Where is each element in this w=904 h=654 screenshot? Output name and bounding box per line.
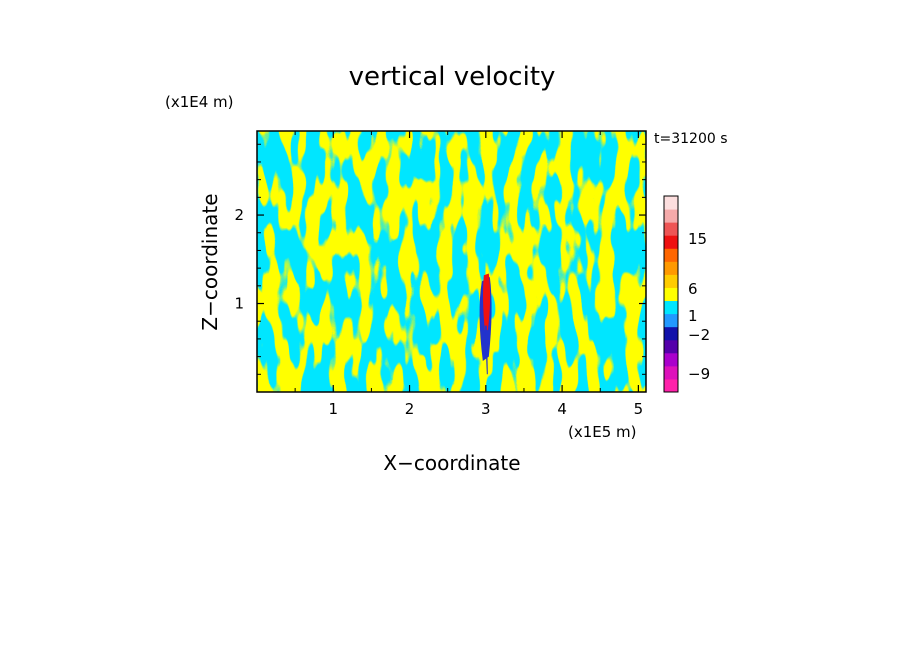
- y-axis-ticks: 12: [234, 143, 646, 375]
- colorbar-tick-label: −2: [688, 326, 710, 344]
- colorbar-border: [663, 195, 679, 393]
- plot-frame-border: [256, 130, 647, 393]
- colorbar-swatch: [664, 222, 678, 236]
- colorbar-swatch: [664, 352, 678, 367]
- colorbar-swatch: [664, 300, 678, 315]
- colorbar-tick-label: −9: [688, 365, 710, 383]
- y-unit-label: (x1E4 m): [165, 93, 234, 111]
- x-axis-label: X−coordinate: [383, 451, 520, 475]
- x-axis-ticks: 1 2 3 4 5: [294, 131, 644, 418]
- chart-title: vertical velocity: [349, 62, 556, 92]
- y-tick-label: 2: [234, 206, 244, 224]
- x-unit-label: (x1E5 m): [568, 423, 637, 441]
- x-tick-label: 4: [557, 400, 567, 418]
- colorbar-swatch: [664, 313, 678, 328]
- core-updraft-patch: [483, 273, 491, 331]
- colorbar-swatch: [664, 261, 678, 275]
- colorbar-swatch: [664, 209, 678, 223]
- y-tick-label: 1: [234, 295, 244, 313]
- plot-frame: [256, 130, 647, 393]
- y-axis-label: Z−coordinate: [198, 193, 222, 330]
- convective-core: [479, 273, 492, 375]
- colorbar-swatch: [664, 339, 678, 354]
- x-tick-label: 3: [481, 400, 491, 418]
- core-stem: [484, 325, 488, 375]
- colorbar-swatch: [664, 287, 678, 302]
- x-tick-label: 1: [329, 400, 339, 418]
- colorbar-swatch: [664, 326, 678, 341]
- colorbar-tick-label: 15: [688, 230, 707, 248]
- time-label: t=31200 s: [654, 131, 728, 147]
- colorbar-swatch: [664, 365, 678, 380]
- colorbar-swatch: [664, 274, 678, 288]
- colorbar: 15 6 1−2 −9: [663, 195, 710, 393]
- colorbar-swatch: [664, 248, 678, 262]
- colorbar-swatch: [664, 196, 678, 210]
- colorbar-tick-label: 6: [688, 280, 698, 298]
- colorbar-tick-label: 1: [688, 307, 698, 325]
- colorbar-swatch: [664, 235, 678, 249]
- x-tick-label: 2: [405, 400, 415, 418]
- plot-area: [257, 131, 646, 392]
- x-tick-label: 5: [634, 400, 644, 418]
- colorbar-swatch: [664, 378, 678, 393]
- updraft-regions: [257, 131, 646, 392]
